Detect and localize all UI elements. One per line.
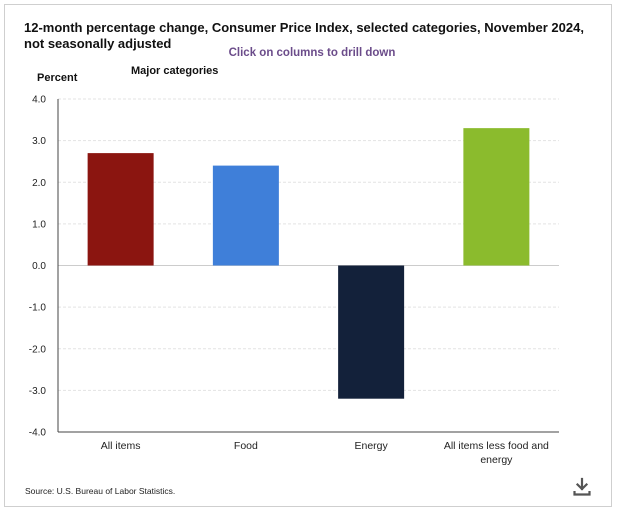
y-tick-label: -4.0 — [29, 428, 47, 439]
download-icon[interactable] — [571, 476, 593, 498]
chart-title: 12-month percentage change, Consumer Pri… — [24, 20, 584, 51]
y-tick-label: 3.0 — [32, 136, 46, 147]
category-group-label: Major categories — [131, 65, 219, 77]
bar[interactable] — [212, 165, 279, 266]
y-tick-label: 0.0 — [32, 261, 46, 272]
x-tick-label: All items — [101, 440, 141, 452]
drill-down-hint: Click on columns to drill down — [228, 47, 396, 59]
y-tick-label: -1.0 — [29, 303, 47, 314]
y-tick-label: -2.0 — [29, 344, 47, 355]
y-tick-label: 1.0 — [32, 219, 46, 230]
bar[interactable] — [463, 128, 530, 266]
source-note: Source: U.S. Bureau of Labor Statistics. — [25, 486, 176, 496]
bar[interactable] — [87, 153, 154, 266]
y-tick-label: -3.0 — [29, 386, 47, 397]
bar[interactable] — [338, 265, 405, 399]
x-tick-label: Energy — [354, 440, 388, 452]
y-tick-label: 4.0 — [32, 95, 46, 106]
y-axis-label: Percent — [37, 72, 78, 84]
x-tick-label: All items less food and energy — [444, 440, 549, 466]
x-tick-label: Food — [234, 440, 258, 452]
y-tick-label: 2.0 — [32, 178, 46, 189]
